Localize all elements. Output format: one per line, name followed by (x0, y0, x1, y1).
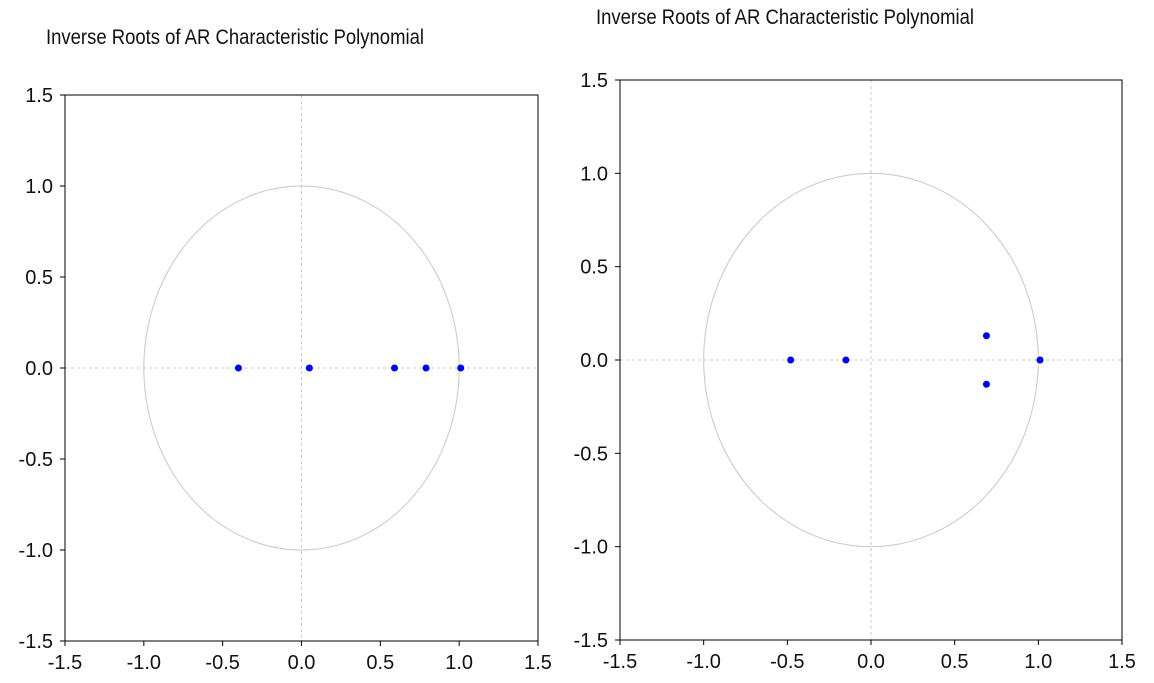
x-tick-label: 1.0 (445, 652, 473, 674)
root-point (457, 364, 465, 372)
x-tick-label: -1.0 (686, 651, 720, 673)
x-tick-label: 0.5 (366, 652, 394, 674)
x-tick-label: 0.0 (857, 651, 885, 673)
y-tick-label: -0.5 (19, 449, 53, 471)
y-tick-label: 0.0 (25, 358, 53, 380)
x-tick-label: -0.5 (205, 652, 239, 674)
y-tick-label: -1.0 (19, 540, 53, 562)
y-tick-label: -0.5 (574, 443, 608, 465)
y-tick-label: 1.0 (25, 176, 53, 198)
root-point (422, 364, 430, 372)
chart-title: Inverse Roots of AR Characteristic Polyn… (46, 26, 424, 49)
y-tick-label: 0.5 (25, 267, 53, 289)
y-tick-label: -1.0 (574, 537, 608, 559)
chart-left: Inverse Roots of AR Characteristic Polyn… (19, 26, 552, 674)
root-point (982, 332, 990, 340)
y-tick-label: -1.5 (574, 630, 608, 652)
x-tick-label: -1.0 (127, 652, 161, 674)
root-point (234, 364, 242, 372)
root-point (1036, 356, 1044, 364)
x-tick-label: 1.5 (524, 652, 552, 674)
y-tick-label: 0.5 (580, 257, 608, 279)
x-tick-label: 1.5 (1108, 651, 1136, 673)
root-point (842, 356, 850, 364)
y-tick-label: 1.5 (25, 85, 53, 107)
root-point (305, 364, 313, 372)
root-point (982, 380, 990, 388)
x-tick-label: 0.5 (941, 651, 969, 673)
y-tick-label: 0.0 (580, 350, 608, 372)
chart-plot: -1.5 -1.0 -0.5 0.0 0.5 1.0 1.5 -1.5 -1.0 -0.5 0.0 0… (19, 85, 552, 674)
x-tick-label: 0.0 (288, 652, 316, 674)
x-tick-label: 1.0 (1024, 651, 1052, 673)
x-tick-label: -1.5 (603, 651, 637, 673)
x-tick-label: -1.5 (48, 652, 82, 674)
x-tick-label: -0.5 (770, 651, 804, 673)
root-point (787, 356, 795, 364)
y-tick-label: 1.0 (580, 163, 608, 185)
y-tick-label: 1.5 (580, 70, 608, 92)
chart-title: Inverse Roots of AR Characteristic Polyn… (596, 6, 974, 29)
y-tick-label: -1.5 (19, 631, 53, 653)
root-point (391, 364, 399, 372)
